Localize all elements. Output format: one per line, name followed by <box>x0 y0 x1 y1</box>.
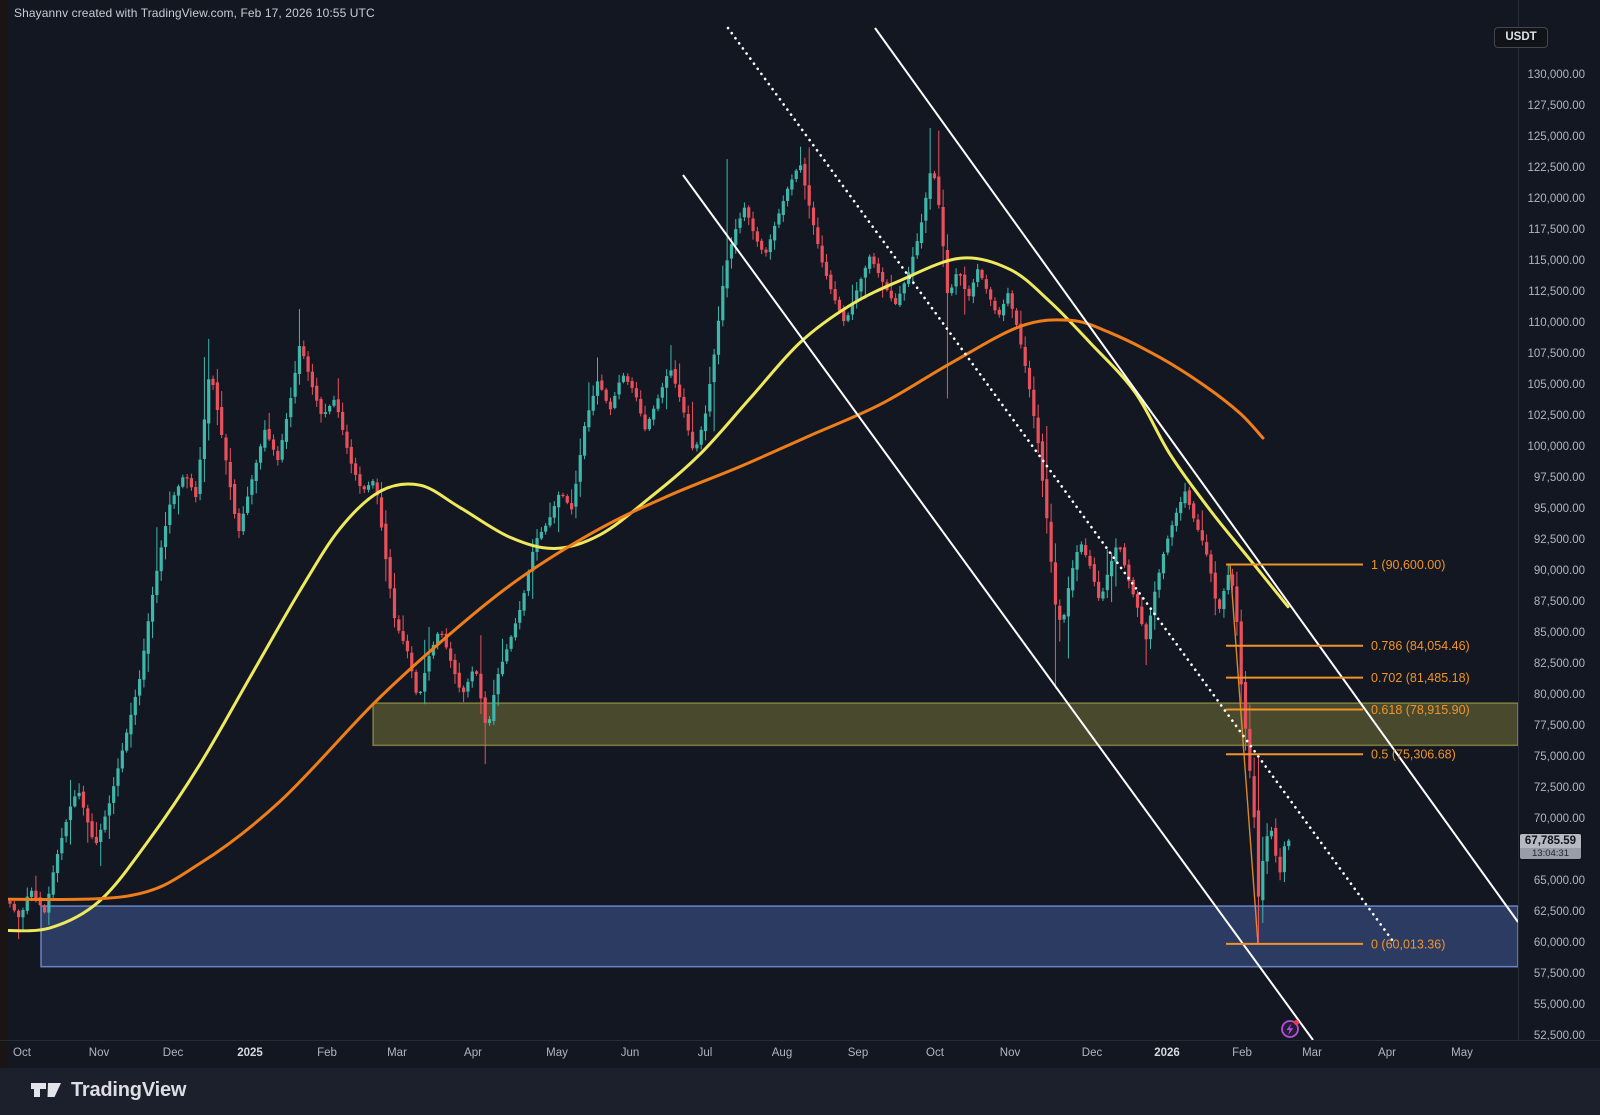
time-axis-label: Mar <box>387 1047 407 1059</box>
fib-level-label: 0 (60,013.36) <box>1371 937 1445 951</box>
price-tick-label: 55,000.00 <box>1533 999 1585 1011</box>
price-tick-label: 62,500.00 <box>1533 906 1585 918</box>
price-tick-label: 95,000.00 <box>1533 503 1585 515</box>
price-tick-label: 100,000.00 <box>1527 441 1585 453</box>
time-axis-label: 2025 <box>237 1047 263 1059</box>
tradingview-logo-text: TradingView <box>71 1078 187 1101</box>
price-tick-label: 82,500.00 <box>1533 658 1585 670</box>
time-axis-label: Oct <box>13 1047 31 1059</box>
plot-layers <box>8 26 1518 1040</box>
channel-upper-solid <box>874 27 1518 923</box>
time-axis-label: Sep <box>847 1047 869 1059</box>
fast-ma-line <box>8 256 1290 933</box>
price-tick-label: 75,000.00 <box>1533 751 1585 763</box>
price-tick-label: 72,500.00 <box>1533 782 1585 794</box>
price-tick-label: 127,500.00 <box>1527 100 1585 112</box>
time-axis-label: 2026 <box>1154 1047 1180 1059</box>
price-tick-label: 122,500.00 <box>1527 162 1585 174</box>
time-axis-label: Jun <box>620 1047 640 1059</box>
last-price-badge: 67,785.59 13:04:31 <box>1520 834 1581 860</box>
price-tick-label: 110,000.00 <box>1528 317 1585 329</box>
header-bar: Shayannv created with TradingView.com, F… <box>8 0 1488 26</box>
footer-bar: TradingView <box>0 1068 1600 1115</box>
time-axis-label: May <box>1451 1047 1473 1059</box>
price-tick-label: 57,500.00 <box>1533 968 1585 980</box>
price-tick-label: 92,500.00 <box>1533 534 1585 546</box>
time-axis-label: Nov <box>999 1047 1021 1059</box>
time-axis-label: Aug <box>771 1047 793 1059</box>
price-axis[interactable]: 130,000.00 127,500.00 125,000.00 122,500.00… <box>1518 0 1600 1042</box>
price-tick-label: 102,500.00 <box>1527 410 1585 422</box>
time-axis-label: May <box>546 1047 568 1059</box>
time-axis-label: Apr <box>464 1047 482 1059</box>
fib-level-label: 0.5 (75,306.68) <box>1371 748 1456 762</box>
price-tick-label: 105,000.00 <box>1527 379 1585 391</box>
fib-level-label: 0.786 (84,054.46) <box>1371 639 1470 653</box>
price-tick-label: 80,000.00 <box>1533 689 1585 701</box>
channel-lower-solid <box>682 174 1314 1040</box>
quote-currency-badge[interactable]: USDT <box>1494 27 1548 48</box>
channel-mid-dotted <box>726 26 1394 942</box>
left-edge-strip <box>0 0 8 1068</box>
price-tick-label: 60,000.00 <box>1533 937 1585 949</box>
time-axis-label: Apr <box>1378 1047 1396 1059</box>
price-tick-label: 77,500.00 <box>1533 720 1585 732</box>
price-tick-label: 85,000.00 <box>1533 627 1585 639</box>
price-tick-label: 112,500.00 <box>1528 286 1585 298</box>
price-tick-label: 52,500.00 <box>1533 1030 1585 1042</box>
price-tick-label: 70,000.00 <box>1533 813 1585 825</box>
time-axis-label: Nov <box>88 1047 110 1059</box>
time-axis-label: Dec <box>162 1047 184 1059</box>
price-tick-label: 115,000.00 <box>1528 255 1585 267</box>
fib-retracement <box>1226 563 1363 945</box>
time-axis-label: Oct <box>926 1047 944 1059</box>
zones-layer <box>40 702 1518 968</box>
attribution-text: Shayannv created with TradingView.com, F… <box>14 6 375 20</box>
price-tick-label: 107,500.00 <box>1527 348 1585 360</box>
time-axis-label: Feb <box>1232 1047 1252 1059</box>
price-tick-label: 130,000.00 <box>1527 69 1585 81</box>
time-axis[interactable]: Oct Nov Dec 2025 Feb Mar Apr May Jun Jul Aug Sep Oct… <box>0 1040 1600 1069</box>
demand-zone-blue <box>40 905 1518 968</box>
candlestick-series <box>8 128 1291 944</box>
price-tick-label: 125,000.00 <box>1527 131 1585 143</box>
fib-labels: 1 (90,600.00) 0.786 (84,054.46) 0.702 (81,… <box>1371 558 1470 951</box>
time-axis-label: Mar <box>1302 1047 1322 1059</box>
tradingview-logo-icon <box>31 1083 61 1097</box>
flash-marker-icon[interactable] <box>1281 1019 1300 1038</box>
tradingview-logo[interactable]: TradingView <box>30 1078 186 1102</box>
time-axis-label: Feb <box>317 1047 337 1059</box>
fib-level-label: 1 (90,600.00) <box>1371 558 1445 572</box>
time-axis-label: Jul <box>697 1047 713 1059</box>
bar-countdown: 13:04:31 <box>1520 848 1581 860</box>
price-tick-label: 87,500.00 <box>1533 596 1585 608</box>
slow-ma-line <box>8 318 1265 902</box>
price-tick-label: 120,000.00 <box>1527 193 1585 205</box>
fib-level-label: 0.618 (78,915.90) <box>1371 703 1470 717</box>
time-axis-label: Dec <box>1081 1047 1103 1059</box>
fib-level-label: 0.702 (81,485.18) <box>1371 671 1470 685</box>
price-tick-label: 97,500.00 <box>1533 472 1585 484</box>
price-tick-label: 117,500.00 <box>1528 224 1585 236</box>
last-price-value: 67,785.59 <box>1520 834 1581 849</box>
price-tick-label: 90,000.00 <box>1533 565 1585 577</box>
price-tick-label: 65,000.00 <box>1533 875 1585 887</box>
